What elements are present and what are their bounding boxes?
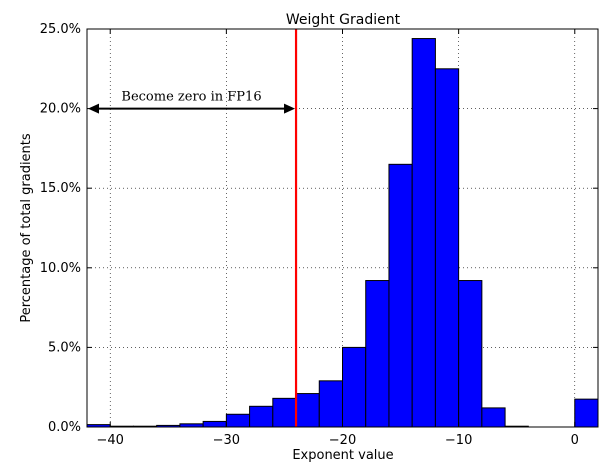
y-tick-label: 10.0%: [40, 261, 81, 276]
histogram-bar: [318, 380, 344, 428]
histogram-bar: [458, 280, 483, 428]
x-tick-label: 0: [571, 433, 579, 448]
y-tick-label: 5.0%: [48, 340, 81, 355]
histogram-bar: [574, 398, 599, 428]
y-axis-label: Percentage of total gradients: [19, 133, 34, 323]
y-tick-label: 25.0%: [40, 22, 81, 37]
x-tick-label: −30: [213, 433, 240, 448]
arrow-head-left: [88, 103, 99, 114]
x-tick-label: −40: [97, 433, 124, 448]
histogram-bar: [225, 413, 251, 428]
x-axis-label: Exponent value: [292, 448, 393, 463]
histogram-bar: [249, 405, 274, 428]
histogram-bar: [434, 68, 460, 428]
bars-layer: [86, 38, 599, 428]
histogram-bar: [481, 407, 506, 428]
histogram-bar: [388, 163, 413, 428]
y-tick-label: 20.0%: [40, 102, 81, 117]
histogram-bar: [202, 420, 227, 428]
annotation-label: Become zero in FP16: [121, 90, 261, 105]
x-tick-label: −10: [445, 433, 472, 448]
histogram-bar: [295, 393, 320, 428]
chart-title: Weight Gradient: [286, 12, 401, 28]
x-tick-label: −20: [329, 433, 356, 448]
arrow-head-right: [284, 103, 296, 114]
histogram-bar: [272, 397, 297, 428]
y-tick-label: 15.0%: [40, 181, 81, 196]
histogram-bar: [411, 38, 436, 428]
y-tick-label: 0.0%: [48, 420, 81, 435]
histogram-bar: [365, 280, 390, 428]
histogram-bar: [342, 346, 367, 428]
annotation-arrow: [88, 103, 296, 114]
ticks-layer: −40 −30 −20 −10 0 0.0% 5.0% 10.0% 15.0% 20.0% 25.0…: [40, 22, 598, 448]
